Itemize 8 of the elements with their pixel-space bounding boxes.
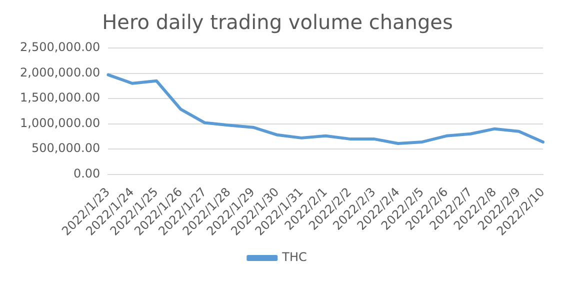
y-tick-label: 1,000,000.00 [20,116,100,130]
legend-label: THC [281,250,307,264]
chart-title: Hero daily trading volume changes [102,10,453,34]
y-tick-label: 1,500,000.00 [20,90,100,105]
y-tick-label: 2,500,000.00 [20,40,100,54]
y-tick-label: 500,000.00 [31,141,100,156]
y-tick-label: 0.00 [73,166,100,180]
y-tick-label: 2,000,000.00 [20,65,100,80]
